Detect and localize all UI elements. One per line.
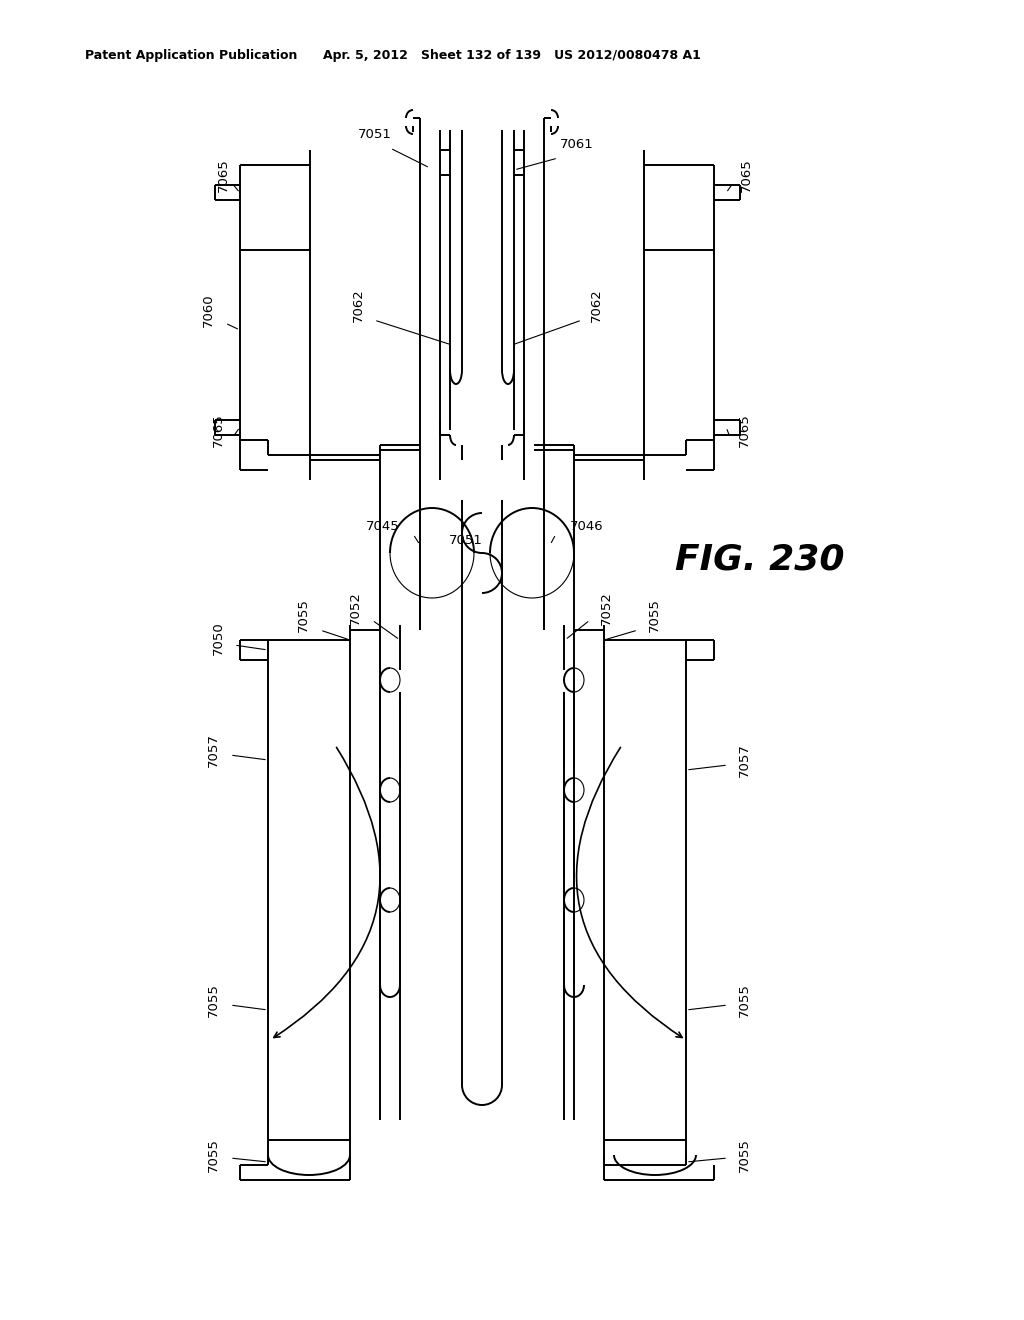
Text: 7065: 7065 xyxy=(738,413,751,447)
Text: 7052: 7052 xyxy=(349,591,362,624)
Text: 7052: 7052 xyxy=(600,591,613,624)
Text: Apr. 5, 2012   Sheet 132 of 139   US 2012/0080478 A1: Apr. 5, 2012 Sheet 132 of 139 US 2012/00… xyxy=(323,49,701,62)
Text: Patent Application Publication: Patent Application Publication xyxy=(85,49,297,62)
Text: 7046: 7046 xyxy=(570,520,603,533)
Text: 7055: 7055 xyxy=(738,983,751,1016)
Text: 7061: 7061 xyxy=(560,139,594,152)
Text: 7055: 7055 xyxy=(648,598,662,632)
Text: 7055: 7055 xyxy=(297,598,310,632)
Text: 7055: 7055 xyxy=(738,1138,751,1172)
Text: 7065: 7065 xyxy=(212,413,225,447)
Text: FIG. 230: FIG. 230 xyxy=(675,543,845,577)
Text: 7060: 7060 xyxy=(202,293,215,327)
Text: 7062: 7062 xyxy=(590,288,603,322)
Text: 7050: 7050 xyxy=(212,622,225,655)
Text: 7051: 7051 xyxy=(358,128,392,141)
Text: 7057: 7057 xyxy=(738,743,751,777)
Text: 7062: 7062 xyxy=(352,288,365,322)
Text: 7057: 7057 xyxy=(207,733,220,767)
Text: 7065: 7065 xyxy=(217,158,230,191)
Text: 7051: 7051 xyxy=(450,533,483,546)
Text: 7065: 7065 xyxy=(740,158,753,191)
Text: 7045: 7045 xyxy=(367,520,400,533)
Text: 7055: 7055 xyxy=(207,983,220,1016)
Text: 7055: 7055 xyxy=(207,1138,220,1172)
